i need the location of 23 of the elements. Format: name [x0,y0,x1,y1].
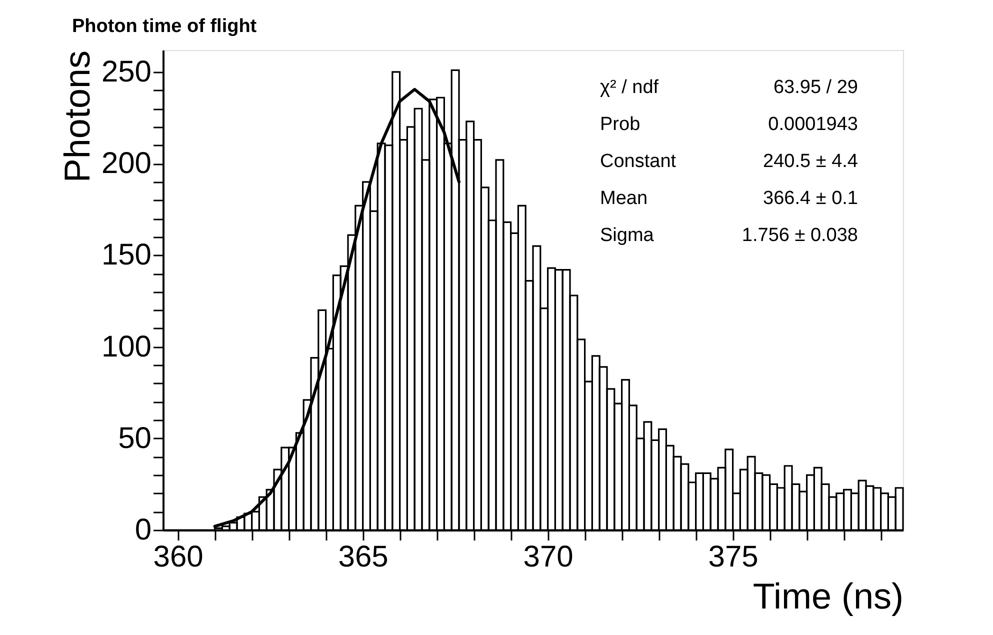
annotation: Mean [600,188,648,209]
annotation: 240.5 ± 4.4 [763,151,858,172]
y-tick-label: 100 [101,330,152,364]
y-tick-label: 200 [101,147,152,180]
annotation: 1.756 ± 0.038 [742,225,858,246]
annotation: χ² / ndf [600,77,660,98]
y-tick-label: 0 [134,514,152,546]
x-axis-title: Time (ns) [752,576,904,616]
x-tick-label: 365 [338,540,388,574]
annotation: Constant [600,151,677,172]
y-tick-label: 250 [101,55,152,88]
x-tick-label: 360 [153,540,204,574]
y-tick-label: 50 [118,422,152,455]
annotation: Sigma [600,225,654,246]
chart-title: Photon time of flight [72,16,258,37]
x-tick-label: 375 [708,540,758,574]
annotation: 63.95 / 29 [773,77,858,98]
y-axis-title: Photons [56,50,98,183]
x-tick-label: 370 [523,540,574,574]
annotation: Prob [600,114,640,135]
annotation: 0.0001943 [768,114,858,135]
y-tick-label: 150 [101,238,152,272]
annotation: 366.4 ± 0.1 [763,188,858,209]
